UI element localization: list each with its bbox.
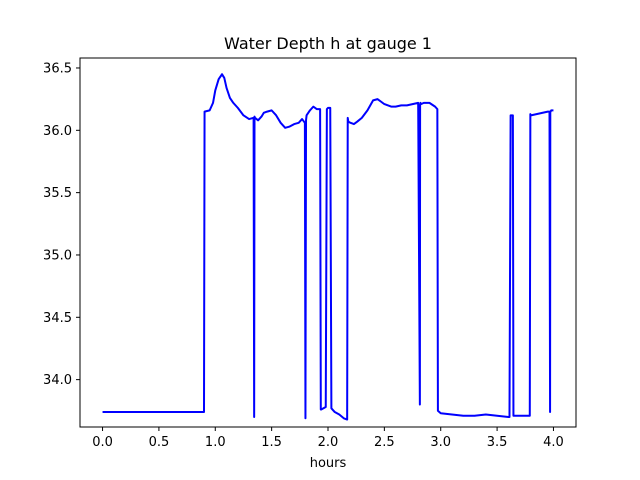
x-tick-label: 1.5 — [261, 435, 282, 450]
x-tick-label: 0.5 — [149, 435, 170, 450]
y-tick-label: 36.5 — [43, 61, 72, 76]
y-tick-label: 34.0 — [43, 373, 72, 388]
x-tick-label: 2.5 — [374, 435, 395, 450]
plot-area-frame — [79, 57, 577, 428]
series-line-0 — [102, 73, 554, 421]
y-tick-label: 35.5 — [43, 186, 72, 201]
x-tick-label: 4.0 — [543, 435, 564, 450]
y-tick-label: 35.0 — [43, 248, 72, 263]
y-axis: 34.0 34.5 35.0 35.5 36.0 36.5 — [43, 61, 80, 388]
y-tick-label: 36.0 — [43, 124, 72, 139]
x-tick-label: 0.0 — [92, 435, 113, 450]
chart-title: Water Depth h at gauge 1 — [224, 34, 432, 53]
x-tick-label: 3.5 — [487, 435, 508, 450]
x-tick-label: 2.0 — [318, 435, 339, 450]
x-axis-label: hours — [310, 456, 347, 471]
x-tick-label: 1.0 — [205, 435, 226, 450]
x-axis: 0.0 0.5 1.0 1.5 2.0 2.5 3.0 3.5 4.0 — [92, 427, 564, 450]
series-layer — [102, 73, 554, 421]
y-tick-label: 34.5 — [43, 311, 72, 326]
x-tick-label: 3.0 — [430, 435, 451, 450]
